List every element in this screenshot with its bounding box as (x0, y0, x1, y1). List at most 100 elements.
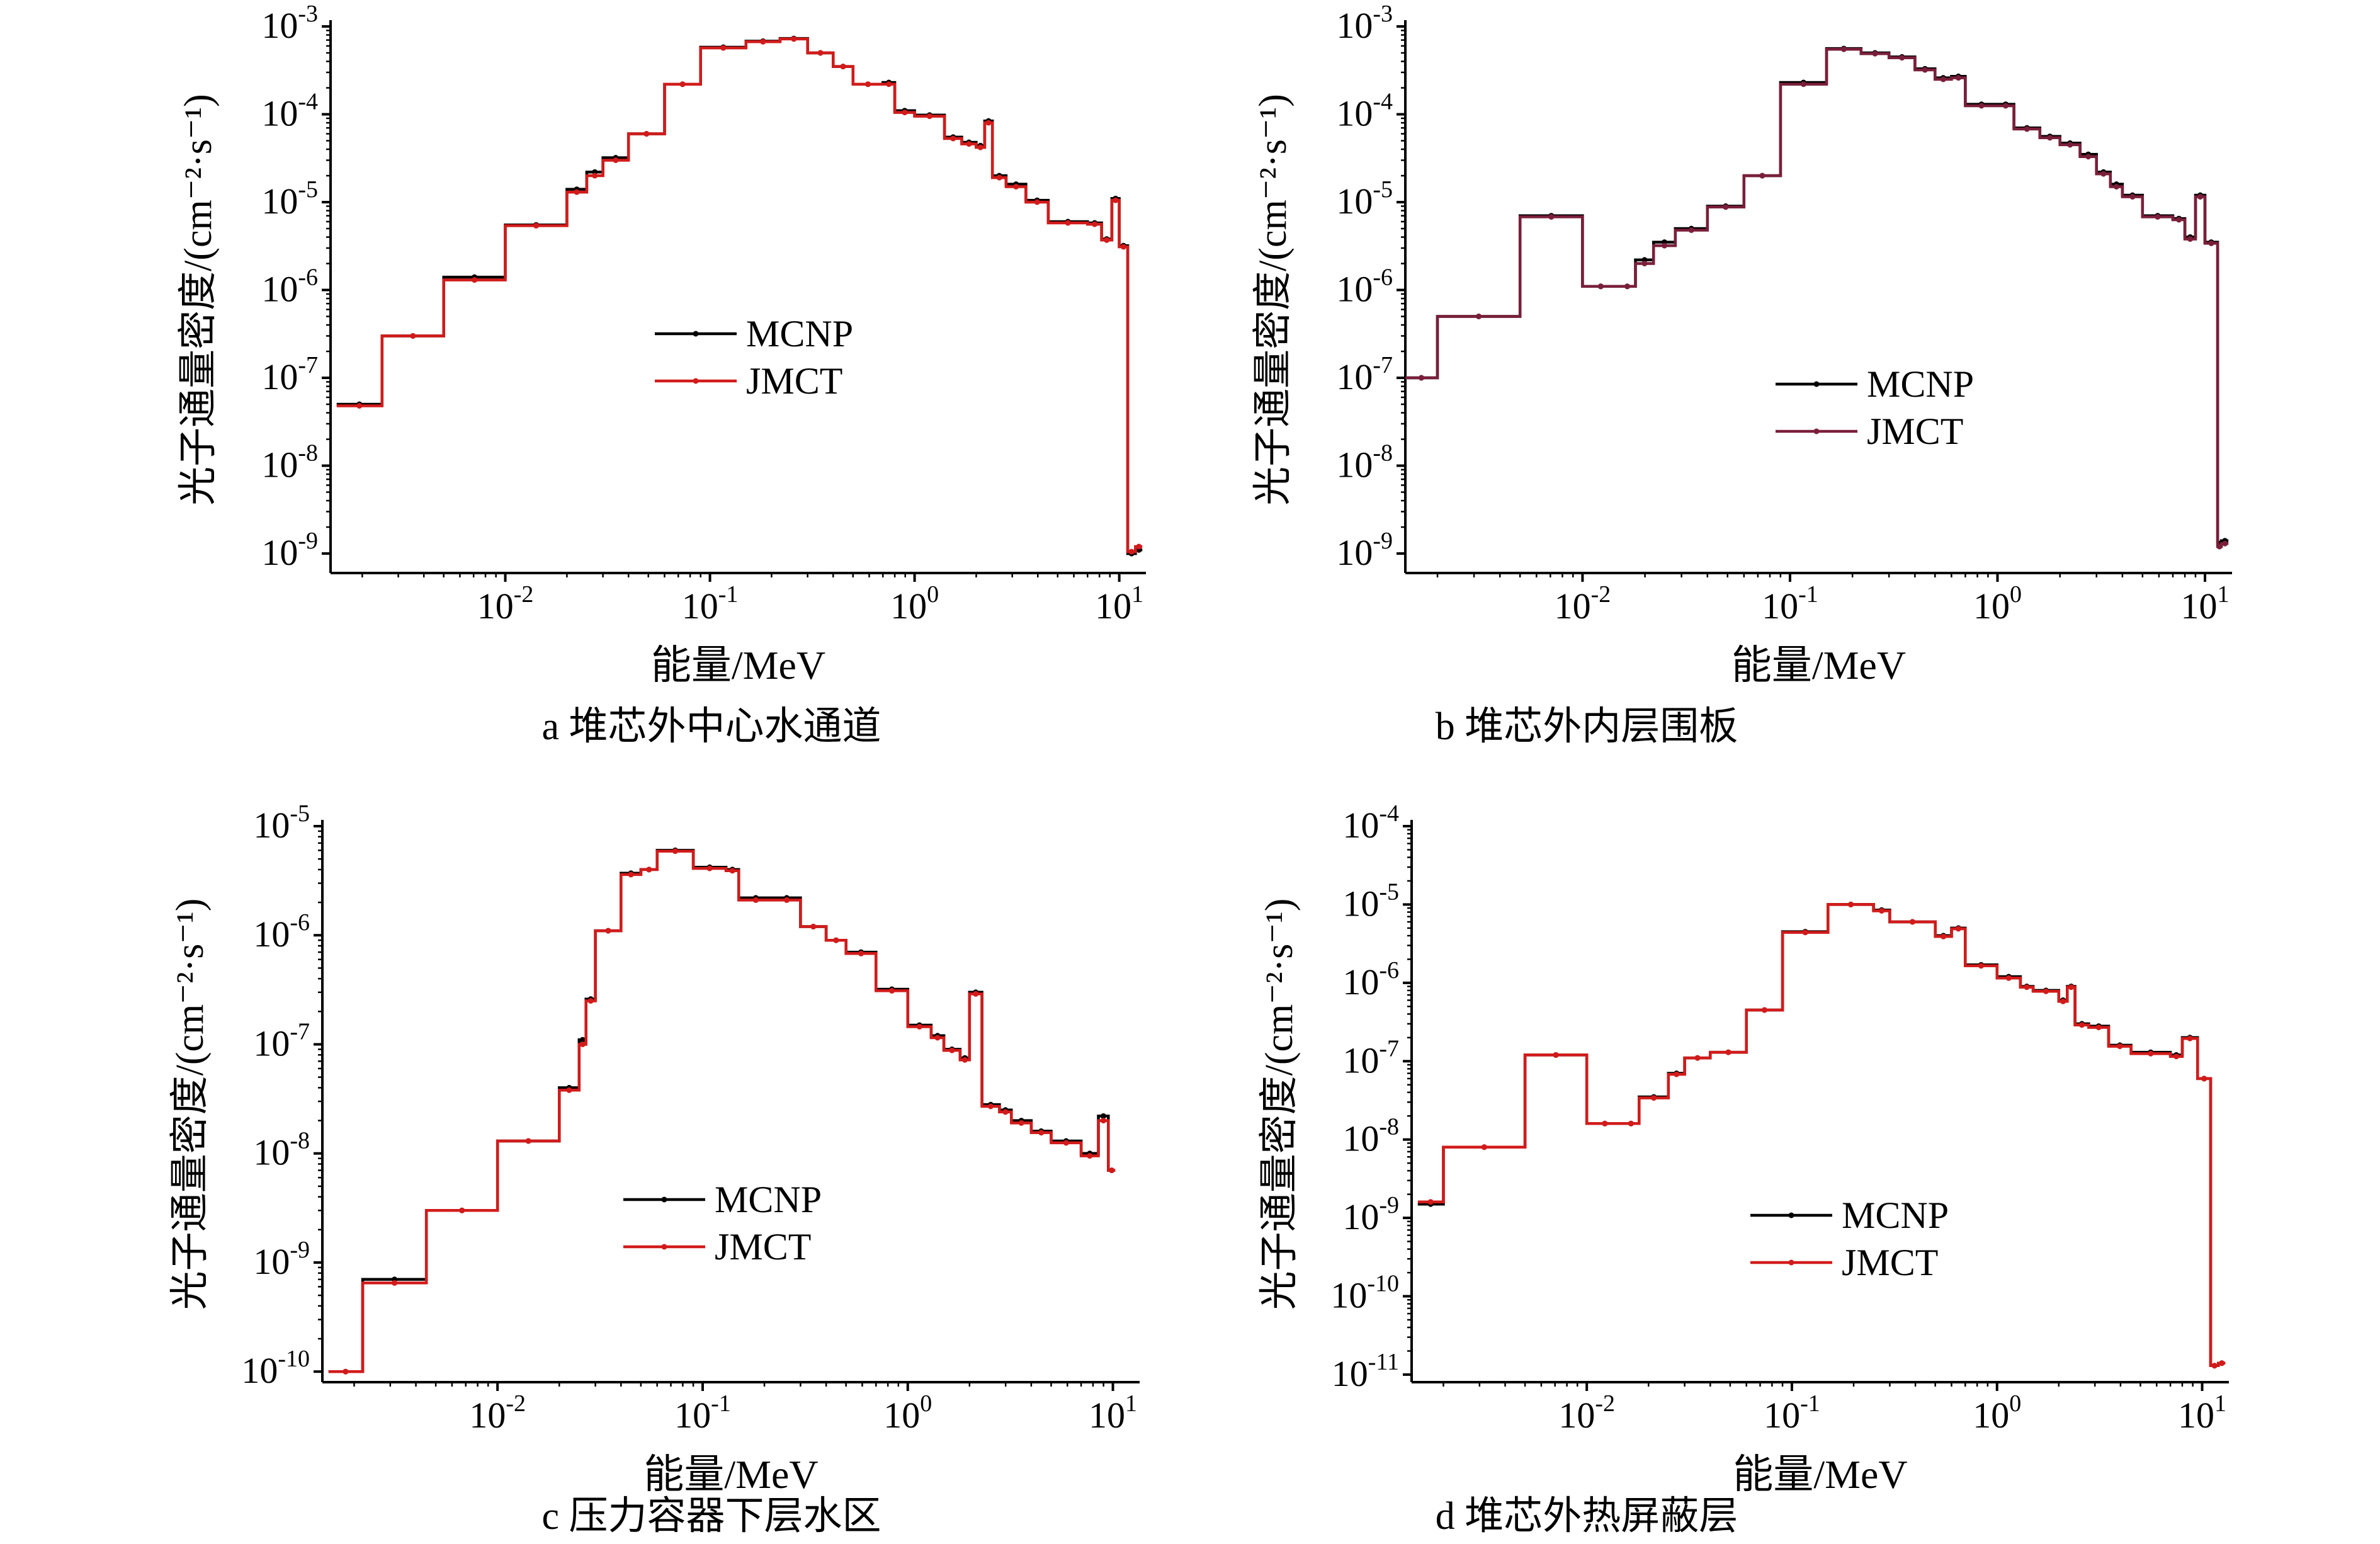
data-point-jmct (1063, 1140, 1069, 1146)
x-tick-label: 100 (890, 581, 939, 627)
chart-d: 10-11 10-10 10-9 10-8 10-7 10-6 10-5 10-4 10-2 10… (1258, 800, 2229, 1497)
data-point-jmct (646, 866, 652, 873)
data-point-jmct (613, 157, 619, 163)
data-point-jmct (410, 333, 416, 339)
x-tick-label: 10-2 (1555, 581, 1611, 627)
data-point-jmct (1922, 67, 1928, 73)
legend-marker-jmct (1813, 428, 1820, 434)
data-point-jmct (760, 38, 766, 45)
data-point-jmct (977, 144, 983, 150)
y-tick-label: 10-3 (1336, 1, 1393, 46)
y-tick-label: 10-9 (1336, 528, 1393, 573)
y-tick-label: 10-10 (241, 1346, 310, 1391)
data-point-jmct (2079, 1022, 2085, 1028)
data-point-jmct (985, 120, 992, 126)
data-point-jmct (1034, 199, 1040, 205)
x-tick-label: 101 (1089, 1390, 1137, 1436)
data-point-jmct (2211, 1363, 2218, 1369)
data-point-jmct (858, 950, 864, 956)
data-point-jmct (2117, 1043, 2123, 1050)
y-axis-label: 光子通量密度/(cm⁻²·s⁻¹) (177, 94, 220, 506)
data-point-jmct (1104, 237, 1110, 243)
data-point-jmct (2208, 240, 2214, 246)
y-axis-label: 光子通量密度/(cm⁻²·s⁻¹) (169, 899, 212, 1310)
chart-b: 10-9 10-8 10-7 10-6 10-5 10-4 10-3 10-2 10-1 100 1… (1252, 1, 2232, 688)
data-point-jmct (1694, 1055, 1701, 1061)
y-tick-label: 10-3 (261, 1, 318, 46)
y-tick-label: 10-6 (253, 909, 310, 955)
data-point-jmct (2187, 236, 2193, 242)
data-point-jmct (2222, 540, 2228, 547)
y-tick-label: 10-4 (261, 89, 318, 134)
legend-marker-mcnp (1813, 381, 1820, 387)
x-tick-label: 100 (1973, 581, 2022, 627)
x-tick-label: 10-2 (469, 1390, 526, 1436)
legend-label-jmct: JMCT (746, 360, 842, 402)
data-point-jmct (1955, 75, 1961, 81)
data-point-jmct (1978, 963, 1984, 969)
series-line-jmct (336, 37, 1143, 553)
series-line-mcnp (336, 37, 1143, 555)
data-point-jmct (1002, 1109, 1009, 1115)
y-tick-label: 10-4 (1336, 89, 1393, 134)
data-point-jmct (574, 189, 580, 195)
data-point-jmct (1481, 1144, 1487, 1150)
data-point-jmct (934, 1035, 941, 1041)
data-point-jmct (343, 1368, 349, 1375)
data-point-jmct (2100, 171, 2107, 177)
x-tick-label: 101 (2181, 581, 2230, 627)
data-point-jmct (1674, 1071, 1680, 1077)
caption-c: c 压力容器下层水区 (541, 1495, 881, 1538)
y-tick-label: 10-9 (261, 528, 318, 573)
data-point-jmct (2216, 543, 2223, 550)
data-point-jmct (1688, 227, 1694, 233)
legend-label-mcnp: MCNP (746, 313, 853, 355)
y-tick-label: 10-7 (261, 352, 318, 397)
y-tick-label: 10-7 (253, 1018, 310, 1064)
data-point-jmct (2024, 984, 2030, 991)
data-point-jmct (472, 277, 478, 283)
series-line-mcnp (1417, 903, 2226, 1368)
y-axis-label: 光子通量密度/(cm⁻²·s⁻¹) (1252, 94, 1295, 506)
data-point-jmct (1941, 933, 1947, 939)
data-point-mcnp (579, 1036, 586, 1043)
legend-marker-mcnp (1788, 1212, 1794, 1218)
panel-c: 10-10 10-9 10-8 10-7 10-6 10-5 10-2 10-1 100 101 能… (0, 768, 1190, 1544)
y-tick-label: 10-11 (1332, 1349, 1399, 1394)
data-point-jmct (973, 991, 979, 997)
x-tick-label: 101 (1095, 581, 1143, 627)
data-point-jmct (1940, 76, 1946, 82)
data-point-jmct (1723, 204, 1729, 210)
series-line-mcnp (328, 849, 1116, 1373)
x-axis-label: 能量/MeV (1731, 643, 1906, 688)
data-point-jmct (1109, 1167, 1115, 1174)
data-point-jmct (2060, 998, 2066, 1004)
data-point-jmct (579, 1042, 586, 1047)
data-point-jmct (950, 135, 956, 142)
y-tick-label: 10-8 (253, 1128, 310, 1173)
data-point-jmct (1476, 314, 1482, 319)
legend-marker-jmct (693, 378, 699, 384)
y-tick-label: 10-8 (261, 440, 318, 485)
y-tick-label: 10-6 (1336, 264, 1393, 310)
data-point-jmct (2068, 984, 2074, 991)
x-axis-label: 能量/MeV (1733, 1452, 1907, 1497)
data-point-jmct (1018, 1120, 1024, 1126)
data-point-jmct (996, 174, 1002, 181)
data-point-mcnp (1100, 1113, 1106, 1119)
data-point-jmct (2005, 975, 2012, 981)
x-tick-label: 10-1 (674, 1390, 731, 1436)
data-point-jmct (1879, 908, 1884, 914)
data-point-jmct (2047, 135, 2053, 141)
data-point-jmct (1759, 173, 1765, 179)
data-point-jmct (2043, 988, 2049, 994)
legend-marker-mcnp (693, 331, 699, 337)
data-point-jmct (865, 81, 871, 88)
data-point-jmct (2155, 213, 2161, 220)
data-point-jmct (916, 1024, 922, 1030)
data-point-jmct (1136, 543, 1142, 550)
y-tick-label: 10-4 (1342, 800, 1399, 846)
data-point-jmct (2095, 1025, 2102, 1031)
data-point-jmct (1628, 1120, 1634, 1127)
